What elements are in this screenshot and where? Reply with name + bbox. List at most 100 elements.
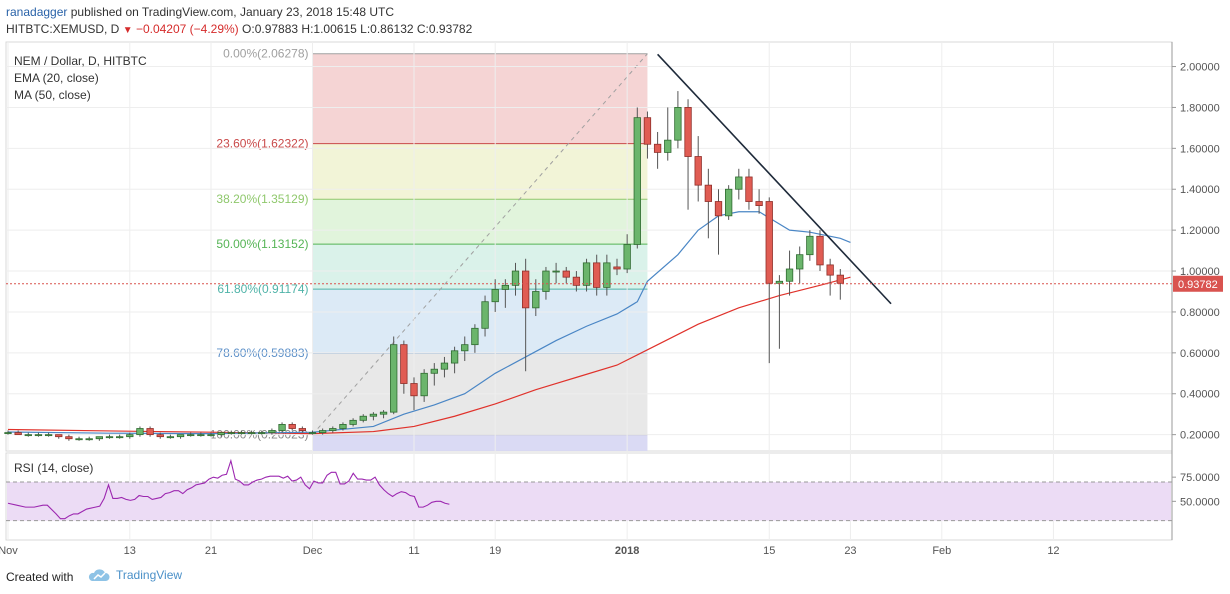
price-tick-label: 1.80000 — [1180, 102, 1220, 114]
candle-body — [623, 244, 631, 270]
candle-body — [146, 428, 154, 436]
time-tick-label: 21 — [205, 545, 217, 557]
tradingview-link[interactable]: TradingView — [116, 568, 183, 582]
candle-body — [24, 434, 32, 437]
legend-rsi: RSI (14, close) — [14, 461, 93, 475]
author-link[interactable]: ranadagger — [6, 5, 68, 19]
fibonacci-retracement[interactable]: 0.00%(2.06278) 23.60%(1.62322) 38.20%(1.35… — [210, 47, 648, 451]
price-tick-label: 2.00000 — [1180, 62, 1220, 74]
rsi-line — [7, 458, 450, 520]
candle-body — [298, 428, 307, 431]
candle-body — [187, 434, 195, 437]
legend-symbol: NEM / Dollar, D, HITBTC — [14, 54, 147, 68]
candle-body — [552, 270, 560, 273]
trendline[interactable] — [657, 53, 892, 305]
candle-body — [105, 436, 114, 439]
legend-ma: MA (50, close) — [14, 88, 91, 102]
time-tick-label: Nov — [0, 545, 18, 557]
chart-header: ranadagger published on TradingView.com,… — [0, 0, 1230, 40]
candle-body — [379, 411, 388, 415]
time-tick-label: 13 — [124, 545, 136, 557]
price-tick-label: 0.80000 — [1180, 307, 1220, 319]
high-value: H:1.00615 — [301, 22, 357, 36]
candle-body — [643, 117, 652, 145]
fib-level-label: 50.00%(1.13152) — [216, 237, 308, 251]
publish-info: published on TradingView.com, January 23… — [70, 5, 395, 19]
candle-body — [633, 117, 641, 245]
candle-body — [674, 107, 682, 141]
candle-body — [653, 143, 662, 153]
candle-body — [450, 350, 459, 364]
candle-body — [684, 107, 692, 157]
close-value: C:0.93782 — [416, 22, 473, 36]
candle-body — [75, 438, 83, 441]
candle-body — [329, 428, 337, 431]
candle-body — [400, 344, 408, 384]
price-tick-label: 1.20000 — [1180, 225, 1220, 237]
time-tick-label: 23 — [844, 545, 856, 557]
candle-body — [288, 424, 296, 429]
candle-body — [359, 415, 367, 421]
legend: NEM / Dollar, D, HITBTC EMA (20, close) … — [14, 54, 147, 475]
candle-body — [156, 434, 164, 438]
candle-body — [176, 434, 185, 438]
fib-level-label: 0.00%(2.06278) — [223, 47, 308, 61]
resistance-trendline — [657, 53, 892, 305]
candle-body — [339, 424, 347, 429]
candle-body — [55, 434, 63, 438]
time-tick-label: 2018 — [615, 545, 639, 557]
candle-body — [95, 436, 103, 440]
candle-body — [582, 262, 591, 286]
fib-level-label: 61.80%(0.91174) — [217, 282, 308, 296]
candle-body — [369, 413, 378, 417]
rsi-pane — [6, 458, 1172, 522]
candle-body — [207, 434, 215, 437]
time-tick-label: Feb — [932, 545, 951, 557]
candle-body — [308, 432, 317, 434]
candle-body — [410, 383, 418, 397]
candle-body — [836, 274, 844, 284]
candle-body — [745, 176, 753, 202]
candle-body — [572, 276, 581, 286]
candle-body — [430, 368, 438, 374]
candle-body — [694, 156, 702, 186]
candle-body — [278, 424, 286, 431]
candle-body — [704, 184, 712, 202]
candle-body — [542, 270, 550, 292]
fib-zone — [312, 53, 648, 144]
footer: Created with TradingView — [0, 560, 1230, 594]
price-chart[interactable]: 0.00%(2.06278) 23.60%(1.62322) 38.20%(1.35… — [0, 40, 1230, 560]
candle-body — [471, 327, 479, 346]
candle-body — [522, 270, 530, 309]
candle-body — [166, 436, 175, 439]
candle-body — [247, 432, 256, 434]
tradingview-brand[interactable]: TradingView — [88, 568, 182, 582]
candle-body — [85, 438, 93, 441]
open-value: O:0.97883 — [242, 22, 299, 36]
candle-body — [318, 430, 327, 433]
candle-body — [44, 434, 53, 437]
candle-body — [755, 201, 763, 206]
candle-body — [34, 434, 43, 437]
candle-body — [420, 372, 428, 397]
axes: 2.00000 1.80000 1.60000 1.40000 1.20000 1.000… — [0, 42, 1223, 557]
last-price-tag — [1173, 275, 1223, 292]
time-tick-label: 19 — [489, 545, 501, 557]
candle-body — [237, 432, 246, 434]
cloud-logo-icon — [88, 569, 110, 581]
candle-body — [816, 235, 824, 266]
price-tick-label: 1.40000 — [1180, 184, 1220, 196]
price-tick-label: 1.60000 — [1180, 143, 1220, 155]
candle-body — [511, 270, 520, 286]
candle-body — [501, 284, 510, 290]
candle-body — [227, 432, 235, 434]
candle-body — [65, 436, 73, 440]
time-tick-label: Dec — [303, 545, 323, 557]
candle-body — [481, 301, 489, 329]
candle-body — [826, 264, 834, 276]
down-arrow-icon: ▼ — [122, 25, 133, 36]
candle-body — [593, 262, 601, 288]
candle-body — [603, 262, 611, 288]
price-change: −0.04207 (−4.29%) — [135, 22, 239, 36]
candle-body — [126, 434, 134, 438]
